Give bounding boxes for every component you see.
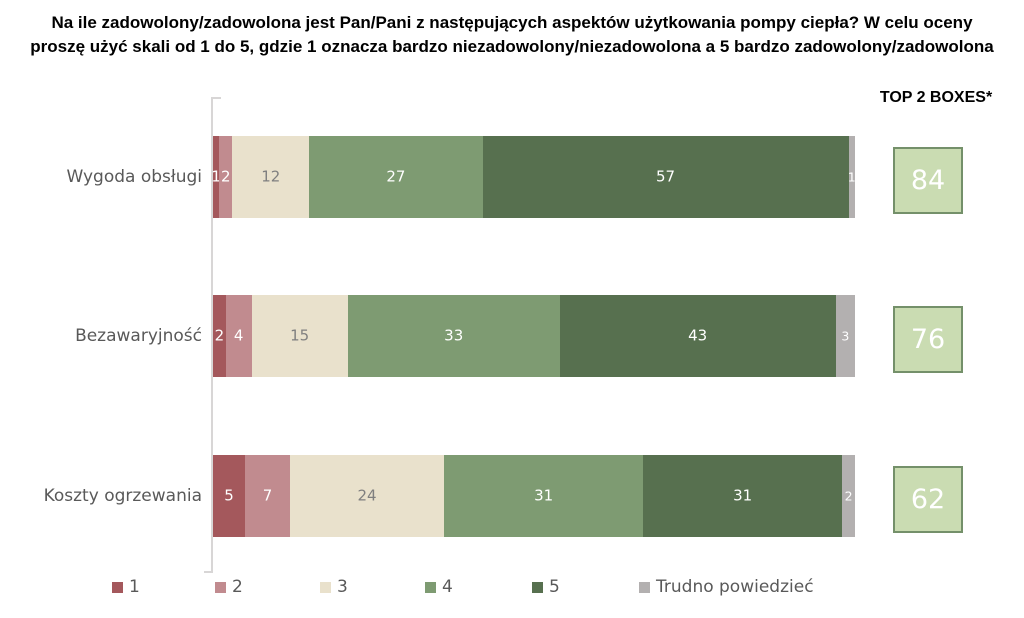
legend-label: 2	[232, 577, 243, 597]
bar-segment: 12	[232, 136, 310, 218]
legend-item: 1	[112, 578, 140, 596]
top2-box: 62	[893, 466, 963, 533]
legend-swatch	[112, 581, 123, 593]
bar-segment: 5	[213, 455, 246, 537]
y-axis-top-tick	[211, 97, 221, 99]
segment-value-label: 24	[357, 486, 377, 505]
legend-label: 1	[129, 577, 140, 597]
legend-swatch	[320, 581, 331, 593]
bar-segment: 7	[245, 455, 291, 537]
bar-segment: 2	[213, 295, 226, 377]
bar-segment: 15	[251, 295, 348, 377]
bar-segment: 3	[835, 295, 855, 377]
segment-value-label: 12	[261, 167, 281, 186]
segment-value-label: 2	[221, 167, 231, 186]
segment-value-label: 27	[386, 167, 406, 186]
bar-segment: 1	[211, 136, 221, 218]
bar-segment: 2	[842, 455, 855, 537]
bar-segment: 1	[847, 136, 856, 218]
bar-segment: 57	[482, 136, 849, 218]
segment-value-label: 7	[262, 486, 273, 505]
y-axis-line	[211, 97, 213, 573]
category-label: Koszty ogrzewania	[43, 486, 202, 506]
category-label: Bezawaryjność	[75, 326, 202, 346]
legend-label: 5	[549, 577, 560, 597]
legend-item: 3	[320, 578, 348, 596]
category-label: Wygoda obsługi	[66, 167, 202, 187]
bar-segment: 43	[559, 295, 836, 377]
bar-segment: 24	[290, 455, 445, 537]
segment-value-label: 1	[847, 169, 856, 185]
page-title: Na ile zadowolony/zadowolona jest Pan/Pa…	[0, 11, 1024, 59]
segment-value-label: 4	[233, 326, 244, 345]
segment-value-label: 15	[290, 326, 310, 345]
top2-boxes-header: TOP 2 BOXES*	[879, 89, 993, 106]
bar-segment: 27	[309, 136, 483, 218]
legend-swatch	[532, 581, 543, 593]
top2-value: 76	[910, 324, 946, 355]
legend-item: 2	[215, 578, 243, 596]
top2-box: 84	[893, 147, 963, 214]
segment-value-label: 31	[733, 486, 753, 505]
legend-item: 5	[532, 578, 560, 596]
page-title-line2: proszę użyć skali od 1 do 5, gdzie 1 ozn…	[30, 37, 994, 56]
bar-segment: 2	[219, 136, 233, 218]
legend-label: Trudno powiedzieć	[656, 577, 814, 597]
segment-value-label: 2	[214, 326, 225, 345]
page-title-line1: Na ile zadowolony/zadowolona jest Pan/Pa…	[51, 13, 973, 32]
segment-value-label: 43	[688, 326, 708, 345]
legend-item: Trudno powiedzieć	[639, 578, 814, 596]
top2-value: 62	[910, 484, 946, 515]
bar-row: 1 2 12 27 57 1	[211, 136, 856, 218]
segment-value-label: 57	[656, 167, 676, 186]
legend-swatch	[425, 581, 436, 593]
segment-value-label: 3	[841, 328, 850, 344]
bar-segment: 31	[444, 455, 644, 537]
legend-swatch	[639, 581, 650, 593]
y-axis-bottom-tick	[204, 571, 213, 573]
bar-segment: 4	[225, 295, 252, 377]
segment-value-label: 33	[444, 326, 464, 345]
bar-row: 2 4 15 33 43 3	[213, 295, 855, 377]
segment-value-label: 2	[844, 488, 853, 504]
segment-value-label: 31	[534, 486, 554, 505]
top2-value: 84	[910, 165, 946, 196]
legend-item: 4	[425, 578, 453, 596]
segment-value-label: 5	[224, 486, 234, 505]
bar-segment: 31	[643, 455, 843, 537]
legend-swatch	[215, 581, 226, 593]
bar-row: 5 7 24 31 31 2	[213, 455, 855, 537]
bar-segment: 33	[347, 295, 560, 377]
legend-label: 3	[337, 577, 348, 597]
top2-box: 76	[893, 306, 963, 373]
segment-value-label: 1	[211, 167, 221, 186]
legend-label: 4	[442, 577, 453, 597]
